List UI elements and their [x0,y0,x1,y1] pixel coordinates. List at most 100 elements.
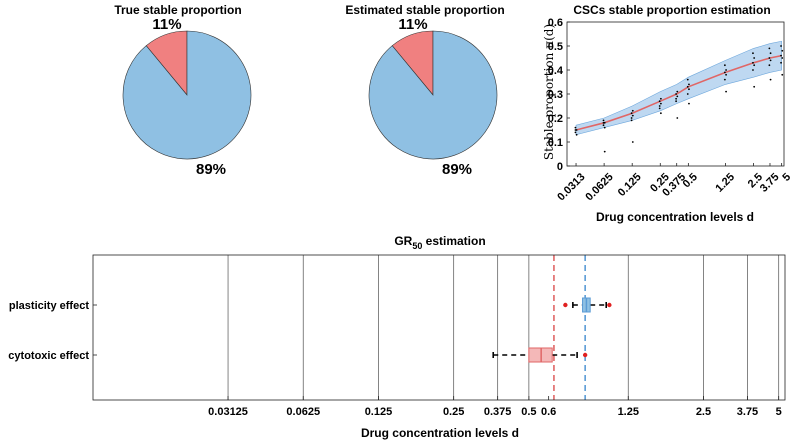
data-point [723,78,726,81]
data-point [602,121,605,124]
data-point [688,83,690,86]
x-tick-label: 0.03125 [208,406,248,418]
data-point [574,131,577,134]
y-tick-label: 0.5 [548,41,563,53]
data-point [686,78,689,81]
x-tick-label: 5 [780,171,793,184]
scatter-title: CSCs stable proportion estimation [573,3,770,17]
pie-estimated-slice-rest [368,30,498,160]
data-point [603,150,606,153]
pie-estimated-label-large: 89% [442,161,472,178]
x-tick-label: 0.375 [484,406,512,418]
data-point [658,107,661,110]
x-tick-label: 5 [776,406,782,418]
outlier-point [607,302,612,308]
y-tick-label: 0.3 [548,89,563,101]
data-point [630,117,633,119]
data-point [688,102,690,105]
x-tick-label: 3.75 [758,171,782,195]
category-labels: plasticity effect cytotoxic effect [8,300,97,362]
data-point [725,90,727,93]
pie-estimated-label-small: 11% [398,16,427,33]
data-point [768,57,771,59]
pie-true-label-small: 11% [152,16,181,33]
data-points [574,45,784,153]
data-point [723,64,726,67]
pie-chart-true: True stable proportion 11% 89% [114,3,252,178]
y-tick-label: 0.1 [548,137,563,149]
data-point [780,54,782,57]
x-tick-label: 0.5 [681,171,700,190]
data-point [675,97,678,100]
data-point [631,109,634,112]
y-tick-label: 0.4 [548,65,564,77]
data-point [723,71,726,74]
data-point [725,73,727,76]
data-point [630,119,633,122]
boxplot-title: GR50 estimation [394,234,485,251]
x-tick-label: 0.125 [616,171,644,199]
boxplot-axes-box [92,254,786,401]
confidence-band-area [575,40,782,136]
pie-estimated-title: Estimated stable proportion [345,3,504,17]
data-point [631,114,634,117]
outlier-point [582,352,588,358]
data-point [602,124,605,127]
grid-lines [227,255,780,400]
x-axis-label: Drug concentration levels d [596,210,754,224]
x-tick-label: 0.5 [521,406,536,418]
y-tick-label: 0.6 [548,17,563,29]
data-point [676,95,679,98]
boxplot-x-ticks: 0.03125 0.0625 0.125 0.25 0.375 0.5 0.6 1.25 2.5… [208,396,782,418]
pie-chart-estimated: Estimated stable proportion 11% 89% [345,3,504,178]
fit-curve-line [575,54,782,131]
y-axis-ticks: 0 0.1 0.2 0.3 0.4 0.5 0.6 [548,17,570,173]
boxplot-x-axis-label: Drug concentration levels d [361,426,519,440]
data-point [768,64,771,67]
x-tick-label: 1.25 [618,406,639,418]
data-point [769,59,772,62]
data-point [753,85,756,88]
data-point [631,141,634,143]
data-point [752,52,754,55]
category-label: cytotoxic effect [8,350,89,362]
data-point [575,133,578,136]
x-tick-label: 0.0625 [583,171,615,203]
data-point [769,78,772,81]
data-point [675,100,678,103]
x-tick-label: 0.0313 [555,171,587,203]
x-tick-label: 0.25 [443,406,464,418]
data-point [780,61,782,64]
x-tick-label: 3.75 [737,406,758,418]
y-tick-label: 0.2 [548,113,563,125]
data-point [725,69,727,71]
gr50-boxplot: GR50 estimation plasticity effect cytotox… [8,234,786,440]
confidence-band [575,40,782,136]
data-point [574,126,577,129]
data-point [658,100,661,103]
data-point [753,64,756,67]
data-point [659,102,662,105]
boxes [492,255,612,400]
data-point [752,61,754,64]
fit-curve [575,54,782,131]
data-point [676,90,679,93]
data-point [781,49,784,52]
data-point [658,105,661,107]
data-point [675,93,678,95]
x-tick-label: 0.0625 [286,406,320,418]
pie-true-slice-rest [122,30,252,160]
pie-true-label-large: 89% [196,161,226,178]
y-axis-label: Stable proportion π(d) [542,24,556,160]
y-tick-label: 0 [557,161,563,173]
data-point [769,52,772,55]
data-point [781,57,784,59]
data-point [780,45,782,47]
data-point [753,57,756,59]
stable-proportion-chart: CSCs stable proportion estimation 0 0.1 0.… [542,3,793,224]
x-tick-label: 2.5 [696,406,711,418]
x-tick-label: 0.6 [541,406,556,418]
data-point [676,117,679,119]
